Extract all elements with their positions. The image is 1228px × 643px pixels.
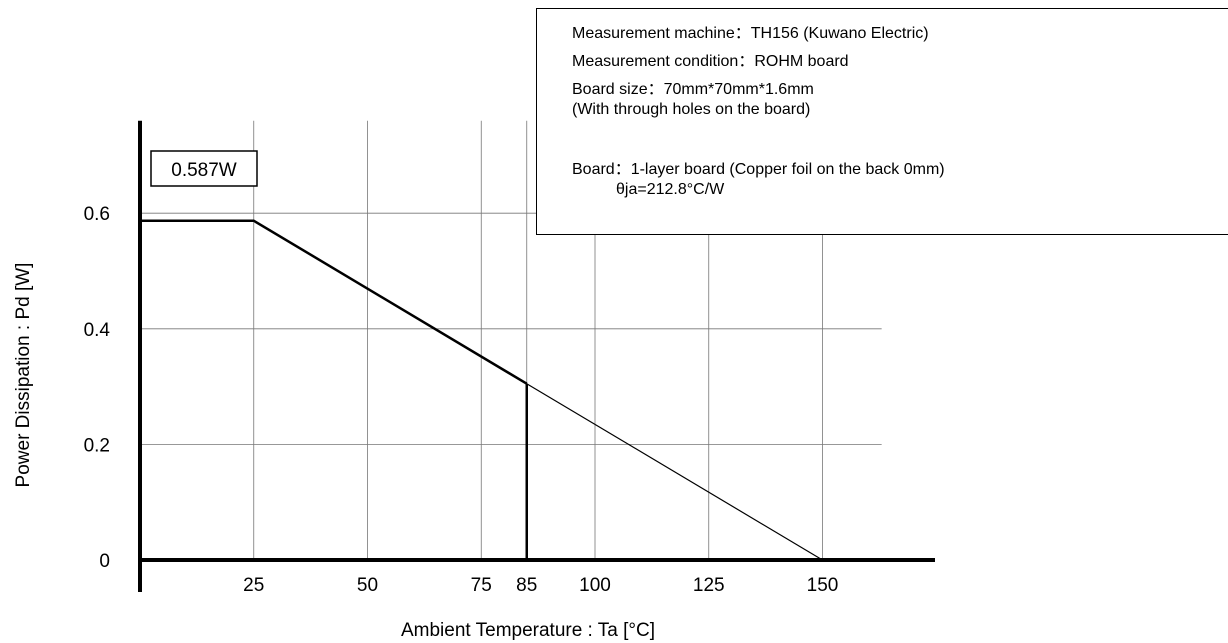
series-line-1 [140, 219, 528, 385]
x-tick-label: 100 [579, 575, 611, 596]
note-board-size: Board size：70mm*70mm*1.6mm [572, 81, 814, 98]
x-tick-label: 125 [693, 575, 725, 596]
y-tick-label: 0.6 [84, 204, 110, 225]
y-tick-label: 0.4 [84, 320, 111, 341]
y-tick-label: 0.2 [84, 435, 110, 456]
annotation-box [150, 150, 258, 187]
x-tick-label: 85 [516, 575, 537, 596]
measurement-notes: Measurement machine：TH156 (Kuwano Electr… [536, 8, 1228, 235]
x-axis-title: Ambient Temperature : Ta [°C] [401, 620, 655, 641]
x-tick-label: 150 [807, 575, 839, 596]
series-lines [140, 219, 823, 561]
x-tick-label: 75 [471, 575, 492, 596]
annotation-label: 0.587W [171, 160, 237, 181]
note-board-type: Board：1-layer board (Copper foil on the … [572, 161, 945, 178]
note-theta-ja: θja=212.8°C/W [616, 181, 725, 198]
axes [138, 120, 935, 592]
x-tick-label: 50 [357, 575, 378, 596]
tick-labels: 25 50 75 85 100 125 150 0 0.2 0.4 0.6 [84, 204, 839, 596]
x-tick-label: 25 [243, 575, 264, 596]
max-power-annotation: 0.587W [150, 150, 258, 187]
note-through-holes: (With through holes on the board) [572, 101, 811, 118]
note-condition: Measurement condition：ROHM board [572, 53, 849, 70]
note-machine: Measurement machine：TH156 (Kuwano Electr… [572, 25, 929, 42]
y-axis-title: Power Dissipation : Pd [W] [13, 263, 34, 488]
series-line-2 [526, 383, 823, 561]
y-tick-label: 0 [99, 551, 110, 572]
